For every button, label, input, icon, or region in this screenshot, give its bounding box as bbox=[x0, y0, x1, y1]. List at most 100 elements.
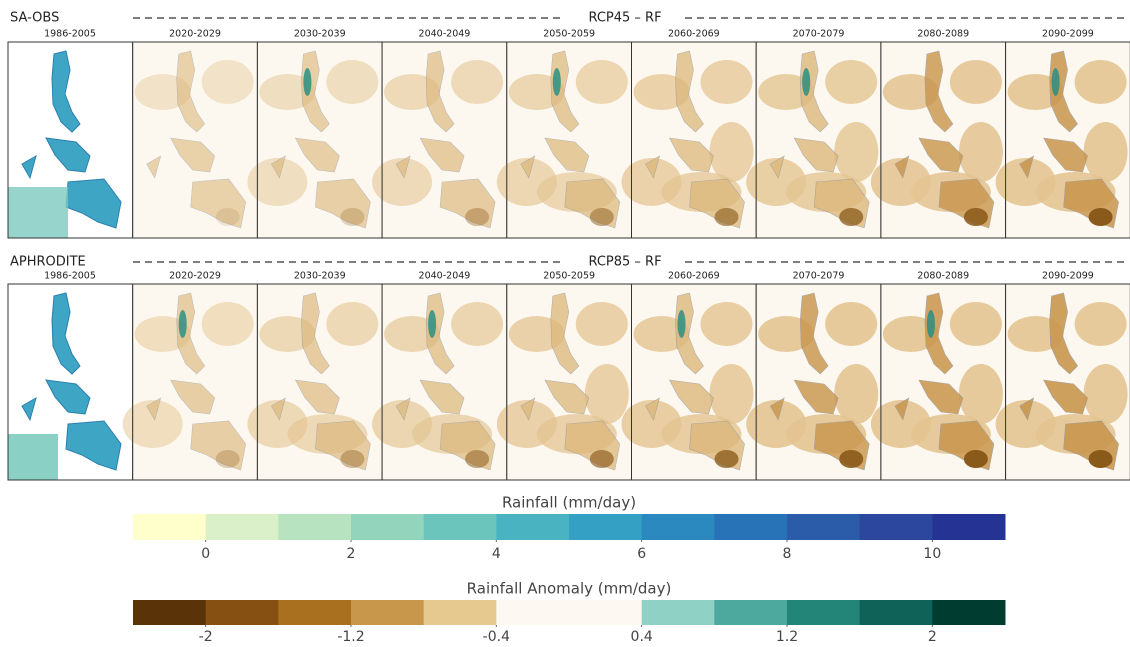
map-panel bbox=[247, 283, 383, 481]
reference-period: 1986-2005 bbox=[44, 29, 96, 40]
colorbar-box bbox=[932, 600, 1006, 625]
colorbar-box bbox=[423, 600, 497, 625]
period-label: 2090-2099 bbox=[1042, 29, 1094, 40]
anomaly-patch bbox=[201, 302, 254, 346]
colorbar-box bbox=[205, 600, 279, 625]
period-label: 2030-2039 bbox=[294, 29, 346, 40]
scenario-label: RCP85 – RF bbox=[588, 255, 661, 270]
map-panel bbox=[7, 41, 134, 239]
colorbar-box bbox=[351, 600, 425, 625]
period-label: 2070-2079 bbox=[793, 29, 845, 40]
wet-anomaly bbox=[1051, 68, 1060, 96]
colorbar-box bbox=[641, 514, 715, 540]
map-panel bbox=[995, 283, 1130, 481]
colorbar-box bbox=[133, 600, 207, 625]
anomaly-patch bbox=[247, 158, 308, 206]
colorbar-box bbox=[569, 514, 643, 540]
land-rainfall bbox=[8, 434, 58, 480]
colorbar-tick-label: 6 bbox=[637, 546, 646, 562]
anomaly-patch bbox=[825, 302, 878, 346]
colorbar-box bbox=[278, 600, 352, 625]
colorbar-tick-label: 4 bbox=[492, 546, 501, 562]
anomaly-patch bbox=[201, 60, 254, 104]
anomaly-hotspot bbox=[215, 208, 240, 226]
colorbar-box bbox=[351, 514, 425, 540]
anomaly-patch bbox=[958, 122, 1003, 182]
wet-anomaly bbox=[802, 68, 811, 96]
reference-period: 1986-2005 bbox=[44, 271, 96, 282]
map-panel bbox=[247, 41, 383, 239]
colorbar-box bbox=[569, 600, 643, 625]
period-label: 2070-2079 bbox=[793, 271, 845, 282]
anomaly-hotspot bbox=[963, 450, 988, 468]
colorbar-box bbox=[496, 514, 570, 540]
colorbar-box bbox=[714, 600, 788, 625]
map-panel bbox=[995, 41, 1130, 239]
wet-anomaly bbox=[926, 310, 935, 338]
period-label: 2020-2029 bbox=[169, 271, 221, 282]
anomaly-patch bbox=[825, 60, 878, 104]
colorbar-tick-label: 1.2 bbox=[776, 629, 798, 645]
anomaly-hotspot bbox=[465, 450, 490, 468]
colorbar-box bbox=[133, 514, 207, 540]
anomaly-patch bbox=[949, 302, 1002, 346]
anomaly-patch bbox=[1083, 122, 1128, 182]
colorbar-tick-label: -2 bbox=[199, 629, 213, 645]
map-panel bbox=[870, 283, 1007, 481]
period-label: 2040-2049 bbox=[419, 29, 471, 40]
map-panel bbox=[496, 283, 632, 481]
colorbar-box bbox=[423, 514, 497, 540]
colorbar-box bbox=[932, 514, 1006, 540]
wet-anomaly bbox=[677, 310, 686, 338]
anomaly-hotspot bbox=[340, 208, 365, 226]
anomaly-hotspot bbox=[340, 450, 365, 468]
period-label: 2050-2059 bbox=[543, 29, 595, 40]
colorbar-box bbox=[278, 514, 352, 540]
map-frame bbox=[1005, 41, 1130, 239]
colorbar-box bbox=[859, 514, 933, 540]
anomaly-patch bbox=[949, 60, 1002, 104]
colorbar-box bbox=[714, 514, 788, 540]
colorbar-box bbox=[787, 514, 861, 540]
anomaly-hotspot bbox=[589, 450, 614, 468]
anomaly-hotspot bbox=[714, 208, 739, 226]
map-panel bbox=[372, 41, 508, 239]
period-label: 2090-2099 bbox=[1042, 271, 1094, 282]
colorbar-tick-label: 8 bbox=[783, 546, 792, 562]
colorbar-tick-label: -0.4 bbox=[483, 629, 510, 645]
anomaly-patch bbox=[834, 364, 879, 424]
period-label: 2040-2049 bbox=[419, 271, 471, 282]
anomaly-patch bbox=[575, 302, 628, 346]
anomaly-patch bbox=[122, 400, 183, 448]
colorbar-tick-label: 10 bbox=[923, 546, 941, 562]
map-panel bbox=[372, 283, 508, 481]
wet-anomaly bbox=[303, 68, 312, 96]
colorbar-box bbox=[859, 600, 933, 625]
map-panel bbox=[621, 41, 757, 239]
wet-anomaly bbox=[428, 310, 437, 338]
anomaly-patch bbox=[584, 364, 629, 424]
anomaly-patch bbox=[1083, 364, 1128, 424]
land-rainfall bbox=[8, 187, 68, 238]
row-reference: SA-OBS bbox=[10, 11, 59, 26]
map-panel bbox=[7, 283, 134, 481]
map-panel bbox=[746, 283, 882, 481]
anomaly-hotspot bbox=[215, 450, 240, 468]
anomaly-hotspot bbox=[1088, 208, 1113, 226]
colorbar-title: Rainfall Anomaly (mm/day) bbox=[467, 580, 672, 598]
anomaly-patch bbox=[451, 60, 504, 104]
colorbar-box bbox=[496, 600, 570, 625]
wet-anomaly bbox=[178, 310, 187, 338]
anomaly-patch bbox=[700, 60, 753, 104]
period-label: 2060-2069 bbox=[668, 29, 720, 40]
anomaly-patch bbox=[700, 302, 753, 346]
period-label: 2030-2039 bbox=[294, 271, 346, 282]
anomaly-hotspot bbox=[1088, 450, 1113, 468]
colorbar-tick-label: 2 bbox=[928, 629, 937, 645]
anomaly-hotspot bbox=[839, 450, 864, 468]
anomaly-patch bbox=[1074, 60, 1127, 104]
period-label: 2050-2059 bbox=[543, 271, 595, 282]
anomaly-hotspot bbox=[963, 208, 988, 226]
anomaly-patch bbox=[1074, 302, 1127, 346]
